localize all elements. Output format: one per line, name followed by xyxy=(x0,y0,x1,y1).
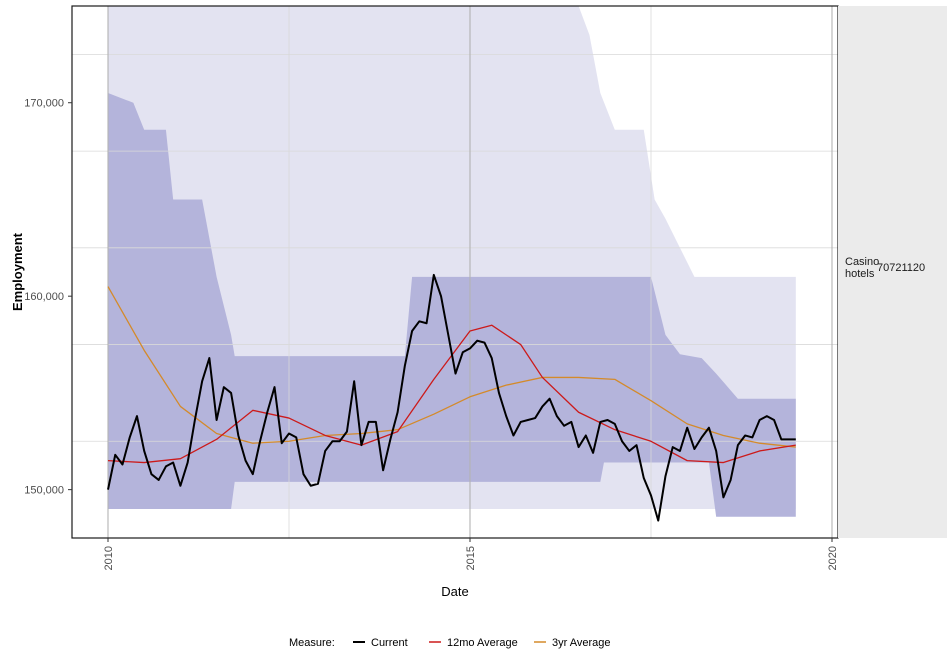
y-tick-label: 170,000 xyxy=(24,98,64,110)
ticks: 150,000 160,000 170,000 2010 2015 2020 xyxy=(24,98,839,571)
facet-strip xyxy=(838,6,947,538)
y-tick-label: 160,000 xyxy=(24,291,64,303)
band-1 xyxy=(108,93,796,517)
y-tick-label: 150,000 xyxy=(24,485,64,497)
legend-label-3yr: 3yr Average xyxy=(552,637,611,649)
legend: Measure: Current 12mo Average 3yr Averag… xyxy=(289,637,611,649)
legend-label-12mo: 12mo Average xyxy=(447,637,518,649)
legend-label-current: Current xyxy=(371,637,408,649)
legend-title: Measure: xyxy=(289,637,335,649)
strip-label-line2: hotels xyxy=(845,268,875,280)
x-axis-title: Date xyxy=(441,584,468,599)
strip-label-line1: Casino xyxy=(845,256,879,268)
y-axis-title: Employment xyxy=(10,232,25,311)
strip-code: 70721120 xyxy=(877,262,925,274)
x-tick-label: 2015 xyxy=(465,546,477,570)
series-line-12mo-average xyxy=(107,324,796,464)
series xyxy=(107,273,796,522)
grid xyxy=(72,6,838,539)
series-line-current xyxy=(107,273,796,522)
x-tick-label: 2010 xyxy=(103,546,115,570)
bands xyxy=(108,6,796,517)
x-tick-label: 2020 xyxy=(827,546,839,570)
